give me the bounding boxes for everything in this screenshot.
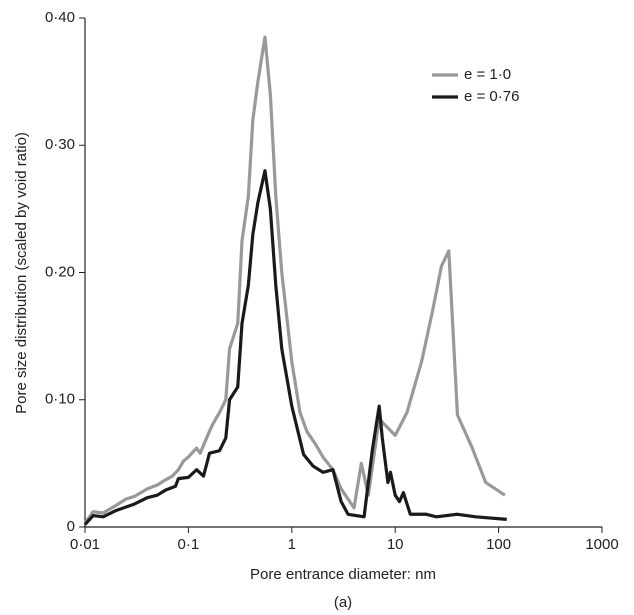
y-tick-label: 0 (67, 518, 75, 535)
x-tick-label: 1 (288, 536, 296, 553)
y-tick-label: 0·30 (45, 136, 75, 153)
y-axis-label: Pore size distribution (scaled by void r… (13, 132, 30, 414)
caption: (a) (334, 594, 352, 611)
y-tick-label: 0·40 (45, 9, 75, 26)
legend-label: e = 0·76 (464, 88, 519, 105)
x-tick-label: 0·01 (70, 536, 100, 553)
series-line (83, 35, 506, 525)
x-tick-label: 1000 (585, 536, 618, 553)
legend-label: e = 1·0 (464, 66, 511, 83)
series-line (83, 169, 507, 526)
x-tick-label: 10 (387, 536, 404, 553)
y-tick-label: 0·10 (45, 391, 75, 408)
x-tick-label: 0·1 (178, 536, 200, 553)
y-tick-label: 0·20 (45, 263, 75, 280)
x-tick-label: 100 (486, 536, 511, 553)
x-axis-label: Pore entrance diameter: nm (250, 566, 436, 583)
